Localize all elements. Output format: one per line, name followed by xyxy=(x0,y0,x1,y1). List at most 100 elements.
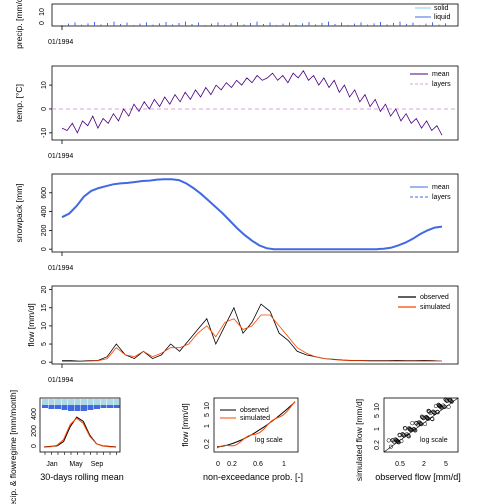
fdc-x-tick: 1 xyxy=(282,461,286,468)
snow-y-tick: 0 xyxy=(41,247,48,251)
scatter-point xyxy=(412,427,417,433)
temp-legend-layers: layers xyxy=(432,81,451,88)
regime-frame xyxy=(39,397,121,453)
fdc-x-tick: 0 xyxy=(216,461,220,468)
regime-precip-solid xyxy=(48,399,55,405)
regime-precip-solid xyxy=(61,399,68,405)
fdc-y-tick: 0.2 xyxy=(204,439,211,449)
snow-legend-mean: mean xyxy=(432,184,450,191)
snow-mean-line xyxy=(61,178,443,251)
scatter-point xyxy=(443,397,448,402)
regime-precip-solid xyxy=(87,399,94,405)
regime-precip-solid xyxy=(113,399,120,405)
flow-frame xyxy=(51,285,459,365)
regime-precip-solid xyxy=(55,399,61,405)
regime-precip-liquid xyxy=(55,405,61,409)
regime-precip-liquid xyxy=(113,405,120,408)
scatter-point xyxy=(407,426,412,431)
regime-precip-solid xyxy=(100,399,107,405)
scatter-point xyxy=(407,426,412,431)
flow-x-label: 01/1994 xyxy=(48,377,73,384)
snow-legend-layers: layers xyxy=(432,194,451,201)
regime-y-label: precip. & flowregime [mm/month] xyxy=(8,390,18,504)
fdc-legend-observed: observed xyxy=(240,407,269,414)
regime-precip-liquid xyxy=(107,405,113,408)
precip-y-label: precip. [mm/d] xyxy=(14,0,24,49)
regime-precip-liquid xyxy=(48,405,55,409)
flow-y-tick: 10 xyxy=(41,322,48,330)
scatter-point xyxy=(426,409,431,414)
fdc-y-tick: 5 xyxy=(204,413,211,417)
precip-legend-solid: solid xyxy=(434,5,449,12)
scatter-point xyxy=(419,414,424,419)
scatter-point xyxy=(437,403,442,408)
regime-precip-solid xyxy=(94,399,100,405)
temp-legend-mean: mean xyxy=(432,71,450,78)
scatter-point xyxy=(431,409,436,414)
scatter-x-tick: 2 xyxy=(422,461,426,468)
regime-x-tick: Sep xyxy=(91,461,104,468)
fdc-observed-line xyxy=(216,401,296,448)
snow-y-tick: 200 xyxy=(41,224,48,236)
scatter-y-tick: 5 xyxy=(374,414,381,418)
fdc-y-label: flow [mm/d] xyxy=(180,403,190,446)
precip-y-tick: 0 xyxy=(39,21,46,25)
fdc-legend-simulated: simulated xyxy=(240,415,270,422)
scatter-point xyxy=(397,432,402,437)
scatter-point xyxy=(405,433,410,438)
regime-precip-solid xyxy=(107,399,113,405)
scatter-frame xyxy=(383,397,459,453)
regime-precip-liquid xyxy=(61,405,68,410)
flow-observed-line xyxy=(62,303,443,362)
precip-y-tick: 10 xyxy=(39,8,46,16)
scatter-x-label: observed flow [mm/d] xyxy=(375,472,461,482)
scatter-point xyxy=(402,425,407,431)
flow-y-tick: 20 xyxy=(41,286,48,294)
scatter-point xyxy=(426,408,431,413)
snow-x-label: 01/1994 xyxy=(48,265,73,272)
fdc-x-tick: 0.6 xyxy=(253,461,263,468)
temp-y-tick: 10 xyxy=(41,81,48,89)
scatter-point xyxy=(417,420,422,425)
scatter-point xyxy=(430,417,435,422)
temp-mean-line xyxy=(61,70,443,136)
scatter-y-tick: 1 xyxy=(374,427,381,431)
fdc-frame xyxy=(213,397,299,453)
snow-y-tick: 600 xyxy=(41,187,48,199)
scatter-point xyxy=(425,415,430,420)
scatter-point xyxy=(401,433,406,438)
regime-y-tick: 200 xyxy=(31,425,38,437)
scatter-point xyxy=(418,421,423,426)
scatter-x-tick: 0.5 xyxy=(395,461,405,468)
precip-x-label: 01/1994 xyxy=(48,39,73,46)
scatter-one-to-one-line xyxy=(383,397,459,453)
scatter-point xyxy=(395,439,400,444)
scatter-point xyxy=(436,402,441,407)
flow-simulated-line xyxy=(62,314,442,362)
regime-precip-liquid xyxy=(87,405,94,410)
flow-y-tick: 15 xyxy=(41,304,48,312)
precip-frame xyxy=(51,3,459,27)
temp-y-tick: 0 xyxy=(41,107,48,111)
snow-frame xyxy=(51,173,459,253)
temp-frame xyxy=(51,65,459,141)
regime-precip-liquid xyxy=(42,405,48,408)
scatter-point xyxy=(410,421,415,426)
scatter-note: log scale xyxy=(420,437,448,444)
flow-legend-simulated: simulated xyxy=(420,304,450,311)
regime-y-tick: 0 xyxy=(31,444,38,448)
scatter-point xyxy=(436,403,441,408)
regime-precip-liquid xyxy=(74,405,81,411)
regime-x-tick: Jan xyxy=(46,461,57,468)
flow-y-tick: 0 xyxy=(41,360,48,364)
regime-observed-line xyxy=(43,416,117,448)
snow-y-tick: 400 xyxy=(41,206,48,218)
scatter-point xyxy=(388,444,393,449)
scatter-point xyxy=(432,410,437,415)
flow-y-label: flow [mm/d] xyxy=(26,303,36,346)
fdc-x-tick: 0.2 xyxy=(227,461,237,468)
regime-precip-solid xyxy=(68,399,74,405)
scatter-point xyxy=(408,427,413,432)
scatter-point xyxy=(390,438,395,443)
